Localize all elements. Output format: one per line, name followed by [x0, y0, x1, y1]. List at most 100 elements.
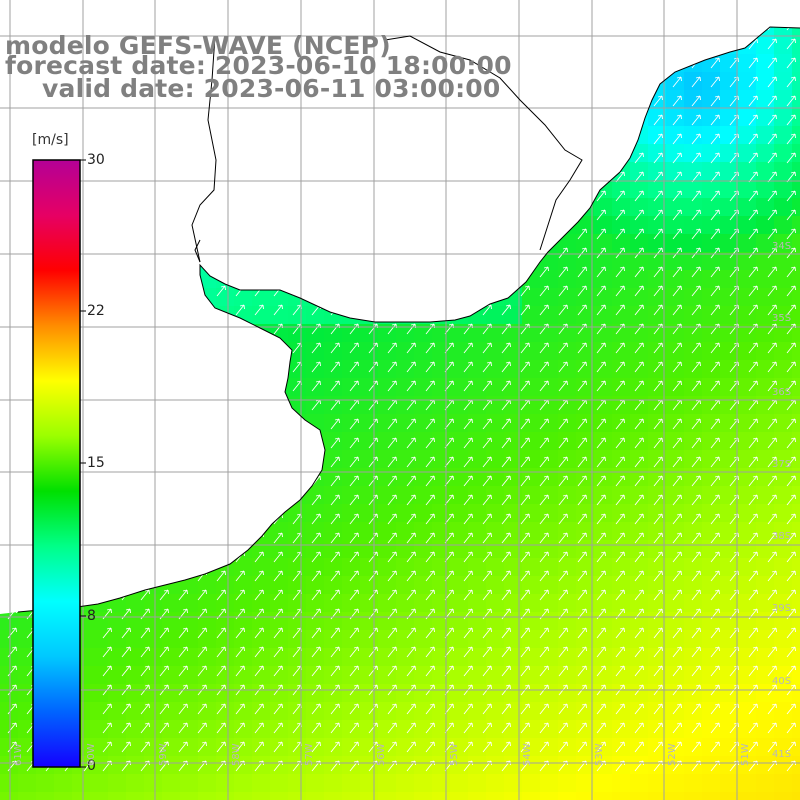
valid-date-line: valid date: 2023-06-11 03:00:00 [42, 74, 501, 103]
wind-arrow [634, 570, 644, 582]
wind-arrow [653, 513, 663, 525]
wind-arrow [482, 627, 492, 639]
colorbar-gradient [32, 159, 81, 768]
wind-arrow [767, 304, 777, 316]
wind-arrow [501, 494, 511, 506]
wind-arrow [767, 171, 777, 183]
wind-arrow [463, 342, 473, 354]
wind-arrow [577, 285, 587, 297]
wind-arrow [596, 342, 606, 354]
wind-arrow [786, 475, 796, 487]
wind-arrow [786, 152, 796, 164]
wind-arrow [425, 665, 435, 677]
wind-arrow [615, 589, 625, 601]
wind-arrow [425, 418, 435, 430]
wind-arrow [577, 703, 587, 715]
wind-arrow [558, 342, 568, 354]
wind-arrow [501, 646, 511, 658]
wind-arrow [197, 627, 207, 639]
wind-arrow [178, 741, 188, 753]
wind-arrow [596, 266, 606, 278]
wind-arrow [691, 551, 701, 563]
wind-arrow [634, 475, 644, 487]
wind-arrow [520, 418, 530, 430]
wind-arrow [349, 494, 359, 506]
wind-arrow [634, 741, 644, 753]
wind-arrow [691, 247, 701, 259]
wind-arrow [748, 266, 758, 278]
wind-arrow [672, 646, 682, 658]
wind-arrow [767, 57, 777, 69]
wind-arrow [311, 513, 321, 525]
wind-arrow [425, 361, 435, 373]
wind-arrow [558, 703, 568, 715]
wind-arrow [672, 741, 682, 753]
wind-arrow [102, 665, 112, 677]
wind-arrow [653, 380, 663, 392]
wind-arrow [691, 532, 701, 544]
wind-arrow [672, 380, 682, 392]
wind-arrow [539, 285, 549, 297]
wind-arrow [767, 76, 777, 88]
colorbar-tick-15: 15 [87, 455, 105, 471]
wind-arrow [539, 722, 549, 734]
wind-arrow [425, 646, 435, 658]
wind-arrow [216, 589, 226, 601]
lat-label-35s: 35S [772, 313, 792, 324]
wind-arrow [311, 361, 321, 373]
wind-arrow [7, 722, 17, 734]
wind-arrow [520, 437, 530, 449]
wind-arrow [102, 646, 112, 658]
wind-arrow [520, 380, 530, 392]
wind-arrow [767, 627, 777, 639]
wind-arrow [691, 76, 701, 88]
wind-arrow [520, 551, 530, 563]
lon-label-61w: 61W [13, 743, 24, 766]
wind-arrow [425, 494, 435, 506]
wind-arrow [596, 228, 606, 240]
wind-arrow [558, 589, 568, 601]
wind-arrow [463, 456, 473, 468]
wind-arrow [653, 494, 663, 506]
wind-arrow [748, 570, 758, 582]
lat-label-41s: 41S [772, 749, 792, 760]
wind-arrow [539, 456, 549, 468]
wind-arrow [672, 532, 682, 544]
wind-arrow [710, 114, 720, 126]
wind-arrow [140, 589, 150, 601]
lat-label-39s: 39S [772, 603, 792, 614]
land-mask [0, 0, 800, 614]
wind-arrow [767, 38, 777, 50]
wind-arrow [596, 380, 606, 392]
wind-arrow [178, 589, 188, 601]
wind-arrow [596, 665, 606, 677]
wind-arrow [539, 646, 549, 658]
wind-arrow [406, 589, 416, 601]
wind-arrow [520, 570, 530, 582]
wind-arrow [786, 285, 796, 297]
wind-arrow [653, 703, 663, 715]
wind-arrow [539, 513, 549, 525]
wind-arrow [615, 304, 625, 316]
wind-arrow [710, 627, 720, 639]
wind-arrow [387, 589, 397, 601]
wind-arrow [786, 646, 796, 658]
wind-arrow [178, 722, 188, 734]
wind-arrow [672, 133, 682, 145]
wind-arrow [748, 532, 758, 544]
wind-arrow [786, 228, 796, 240]
wind-arrow [577, 437, 587, 449]
wind-arrow [463, 741, 473, 753]
wind-arrow [539, 627, 549, 639]
wind-arrow [539, 380, 549, 392]
wind-arrow [311, 342, 321, 354]
wind-arrow [710, 570, 720, 582]
land-area [0, 0, 800, 614]
wind-arrow [406, 380, 416, 392]
wind-arrow [425, 570, 435, 582]
wind-arrow [634, 304, 644, 316]
wind-arrow [520, 532, 530, 544]
wind-arrow [615, 380, 625, 392]
wind-arrow [311, 665, 321, 677]
